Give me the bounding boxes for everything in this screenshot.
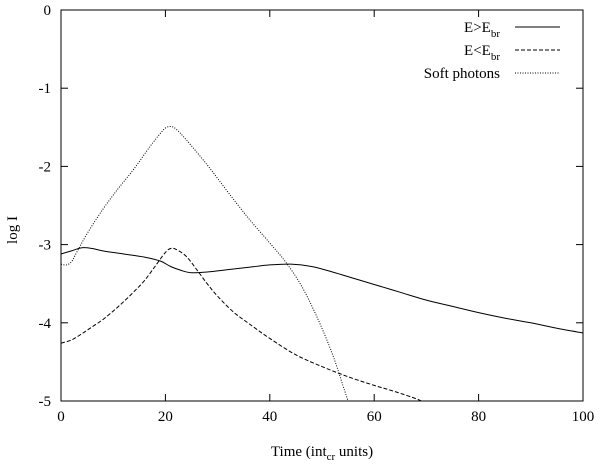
plot-frame <box>60 9 584 402</box>
series-layer <box>60 125 584 402</box>
y-tick-label: -4 <box>39 316 52 332</box>
legend-label: Soft photons <box>424 66 500 82</box>
x-axis-label-tail: units) <box>335 444 373 460</box>
legend-label: E>Ebr <box>464 20 500 40</box>
x-axis-label: Time (intcr units) <box>271 444 373 463</box>
x-tick-label: 100 <box>572 409 595 425</box>
x-tick-label: 80 <box>471 409 486 425</box>
series-line <box>60 247 584 334</box>
y-tick-label: 0 <box>44 3 52 19</box>
y-tick-label: -3 <box>39 238 52 254</box>
y-tick-label: -2 <box>39 159 52 175</box>
legend: E>Ebr E<Ebr Soft photons <box>424 20 560 82</box>
legend-label: E<Ebr <box>464 43 500 63</box>
series-line <box>60 125 349 402</box>
series-line <box>60 247 422 402</box>
axis-labels: log I Time (intcr units) <box>5 216 373 463</box>
y-axis-label: log I <box>5 216 21 244</box>
x-tick-label: 0 <box>57 409 65 425</box>
legend-entry: E<Ebr <box>464 43 560 63</box>
x-axis-label-main: Time (int <box>271 444 328 460</box>
axes: 0 20 40 60 80 100 0 -1 -2 -3 -4 -5 <box>39 3 595 425</box>
y-tick-label: -1 <box>39 81 52 97</box>
legend-entry: Soft photons <box>424 66 560 82</box>
y-tick-label: -5 <box>39 394 52 410</box>
x-tick-label: 40 <box>262 409 277 425</box>
x-axis-label-sub: cr <box>327 451 336 463</box>
x-tick-label: 60 <box>367 409 382 425</box>
legend-entry: E>Ebr <box>464 20 560 40</box>
x-tick-label: 20 <box>158 409 173 425</box>
